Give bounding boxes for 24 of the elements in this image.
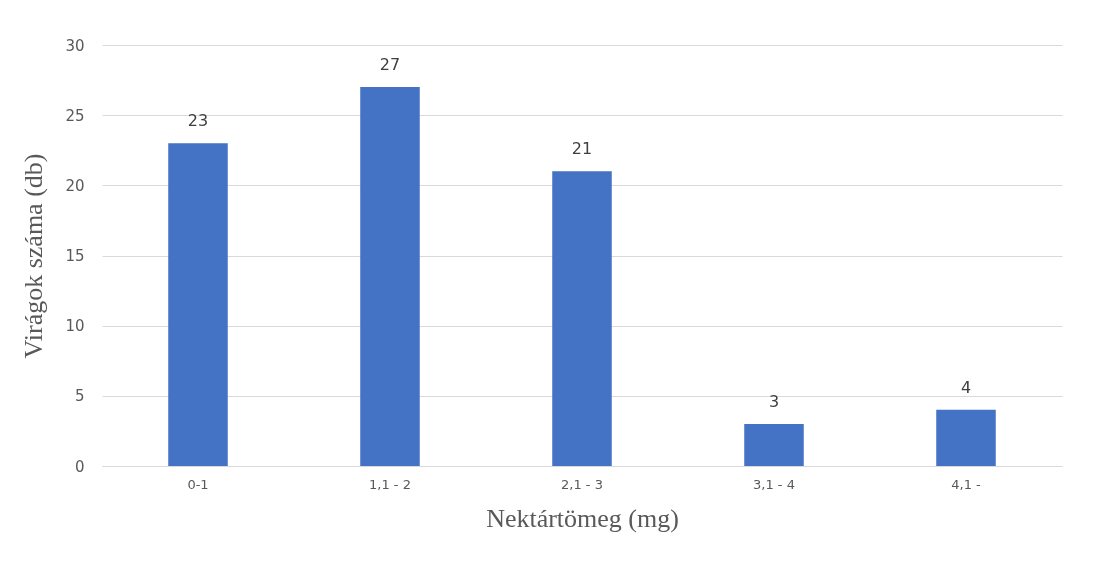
data-label: 4 <box>960 377 972 397</box>
y-tick-label: 15 <box>65 247 85 265</box>
x-tick-label: 1,1 - 2 <box>369 476 411 492</box>
data-label: 21 <box>571 139 593 159</box>
data-label: 23 <box>187 111 209 131</box>
data-label: 3 <box>768 391 780 411</box>
y-tick-label: 5 <box>74 387 85 406</box>
bar <box>168 143 228 466</box>
x-axis-title: Nektártömeg (mg) <box>486 503 679 533</box>
y-tick-label: 0 <box>74 457 85 476</box>
bar <box>936 409 996 466</box>
bar <box>744 423 804 466</box>
y-tick-label: 30 <box>65 36 85 55</box>
x-tick-label: 2,1 - 3 <box>561 476 603 492</box>
y-tick-label: 20 <box>65 176 85 195</box>
bar <box>360 87 420 466</box>
x-tick-label: 4,1 - <box>951 476 982 492</box>
y-tick-label: 10 <box>65 317 85 336</box>
data-label: 27 <box>379 55 401 75</box>
y-axis-title: Virágok száma (db) <box>19 153 49 359</box>
x-tick-label: 0-1 <box>187 476 209 492</box>
y-tick-label: 25 <box>65 106 85 125</box>
bar <box>552 171 612 466</box>
x-tick-label: 3,1 - 4 <box>753 476 795 492</box>
